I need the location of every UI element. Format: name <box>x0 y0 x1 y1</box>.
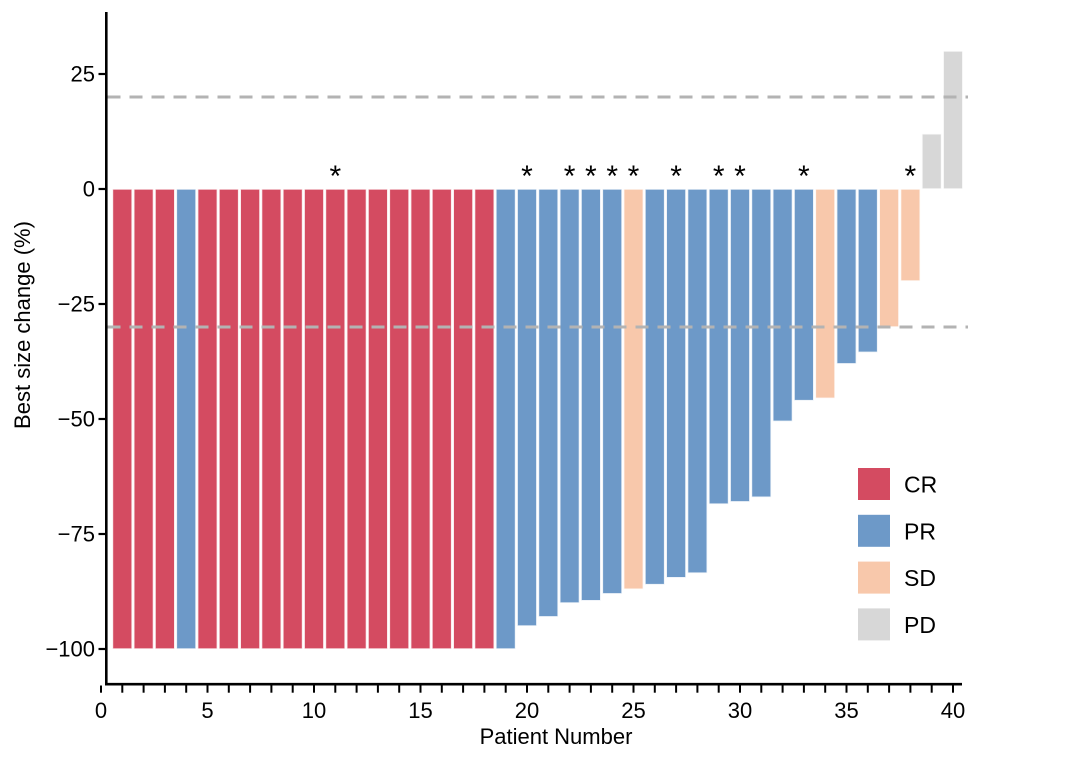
asterisk-patient-22: * <box>564 160 576 193</box>
legend-label-sd: SD <box>904 565 936 591</box>
bar-patient-5 <box>196 188 218 650</box>
x-axis-label: Patient Number <box>480 724 633 749</box>
legend-swatch-pd <box>858 608 890 641</box>
bar-patient-38 <box>899 188 921 282</box>
bar-patient-37 <box>878 188 900 328</box>
bar-patient-21 <box>537 188 559 618</box>
asterisk-patient-11: * <box>329 160 341 193</box>
x-tick-label-20: 20 <box>515 698 539 723</box>
asterisk-patient-38: * <box>905 160 917 193</box>
bar-patient-13 <box>367 188 389 650</box>
y-axis-label: Best size change (%) <box>10 221 35 429</box>
bar-patient-18 <box>473 188 495 650</box>
bar-patient-27 <box>665 188 687 579</box>
asterisk-markers-group: * * * * * * * * * * * <box>329 160 916 193</box>
x-tick-label-15: 15 <box>408 698 432 723</box>
bar-patient-10 <box>303 188 325 650</box>
legend-swatch-pr <box>858 514 890 547</box>
y-tick-label--100: −100 <box>45 637 95 662</box>
bar-patient-9 <box>282 188 304 650</box>
bar-patient-12 <box>346 188 368 650</box>
reference-lines-group <box>107 95 968 329</box>
x-tick-label-0: 0 <box>95 698 107 723</box>
asterisk-patient-27: * <box>670 160 682 193</box>
asterisk-patient-33: * <box>798 160 810 193</box>
asterisk-patient-30: * <box>734 160 746 193</box>
axes-group: 25 0 −25 −50 −75 −100 0 5 10 15 20 25 30 35 40 <box>45 12 965 723</box>
bar-patient-33 <box>793 188 815 402</box>
bar-patient-39 <box>921 133 943 190</box>
asterisk-patient-29: * <box>713 160 725 193</box>
bar-patient-15 <box>410 188 432 650</box>
x-tick-label-30: 30 <box>728 698 752 723</box>
bar-patient-23 <box>580 188 602 602</box>
y-tick-label--25: −25 <box>58 292 95 317</box>
legend-swatch-sd <box>858 561 890 594</box>
bar-patient-4 <box>175 188 197 650</box>
legend: CR PR SD PD <box>858 468 937 641</box>
x-tick-label-40: 40 <box>941 698 965 723</box>
x-tick-label-5: 5 <box>201 698 213 723</box>
bar-patient-25 <box>623 188 645 590</box>
x-tick-label-35: 35 <box>834 698 858 723</box>
asterisk-patient-23: * <box>585 160 597 193</box>
asterisk-patient-25: * <box>628 160 640 193</box>
bar-patient-35 <box>836 188 858 365</box>
bar-patient-28 <box>686 188 708 574</box>
bar-patient-30 <box>729 188 751 503</box>
bar-patient-16 <box>431 188 453 650</box>
bar-patient-8 <box>260 188 282 650</box>
bar-patient-36 <box>857 188 879 354</box>
bar-patient-2 <box>133 188 155 650</box>
bar-patient-40 <box>942 50 964 190</box>
y-tick-label--75: −75 <box>58 522 95 547</box>
bar-patient-3 <box>154 188 176 650</box>
x-tick-label-10: 10 <box>302 698 326 723</box>
y-tick-label-0: 0 <box>83 177 95 202</box>
bar-patient-6 <box>218 188 240 650</box>
bars-group <box>111 50 964 650</box>
bar-patient-22 <box>559 188 581 604</box>
legend-swatch-cr <box>858 468 890 500</box>
legend-label-pr: PR <box>904 518 936 544</box>
bar-patient-1 <box>111 188 133 650</box>
asterisk-patient-24: * <box>606 160 618 193</box>
y-tick-label--50: −50 <box>58 407 95 432</box>
legend-label-cr: CR <box>904 472 937 498</box>
bar-patient-11 <box>324 188 346 650</box>
bar-patient-7 <box>239 188 261 650</box>
bar-patient-17 <box>452 188 474 650</box>
bar-patient-32 <box>772 188 794 423</box>
legend-label-pd: PD <box>904 612 936 638</box>
bar-patient-29 <box>708 188 730 505</box>
asterisk-patient-20: * <box>521 160 533 193</box>
bar-patient-19 <box>495 188 517 650</box>
bar-patient-24 <box>601 188 623 595</box>
bar-patient-20 <box>516 188 538 627</box>
bar-patient-31 <box>750 188 772 498</box>
x-tick-label-25: 25 <box>621 698 645 723</box>
bar-patient-26 <box>644 188 666 586</box>
bar-patient-14 <box>388 188 410 650</box>
y-tick-label-25: 25 <box>71 62 95 87</box>
bar-patient-34 <box>814 188 836 400</box>
